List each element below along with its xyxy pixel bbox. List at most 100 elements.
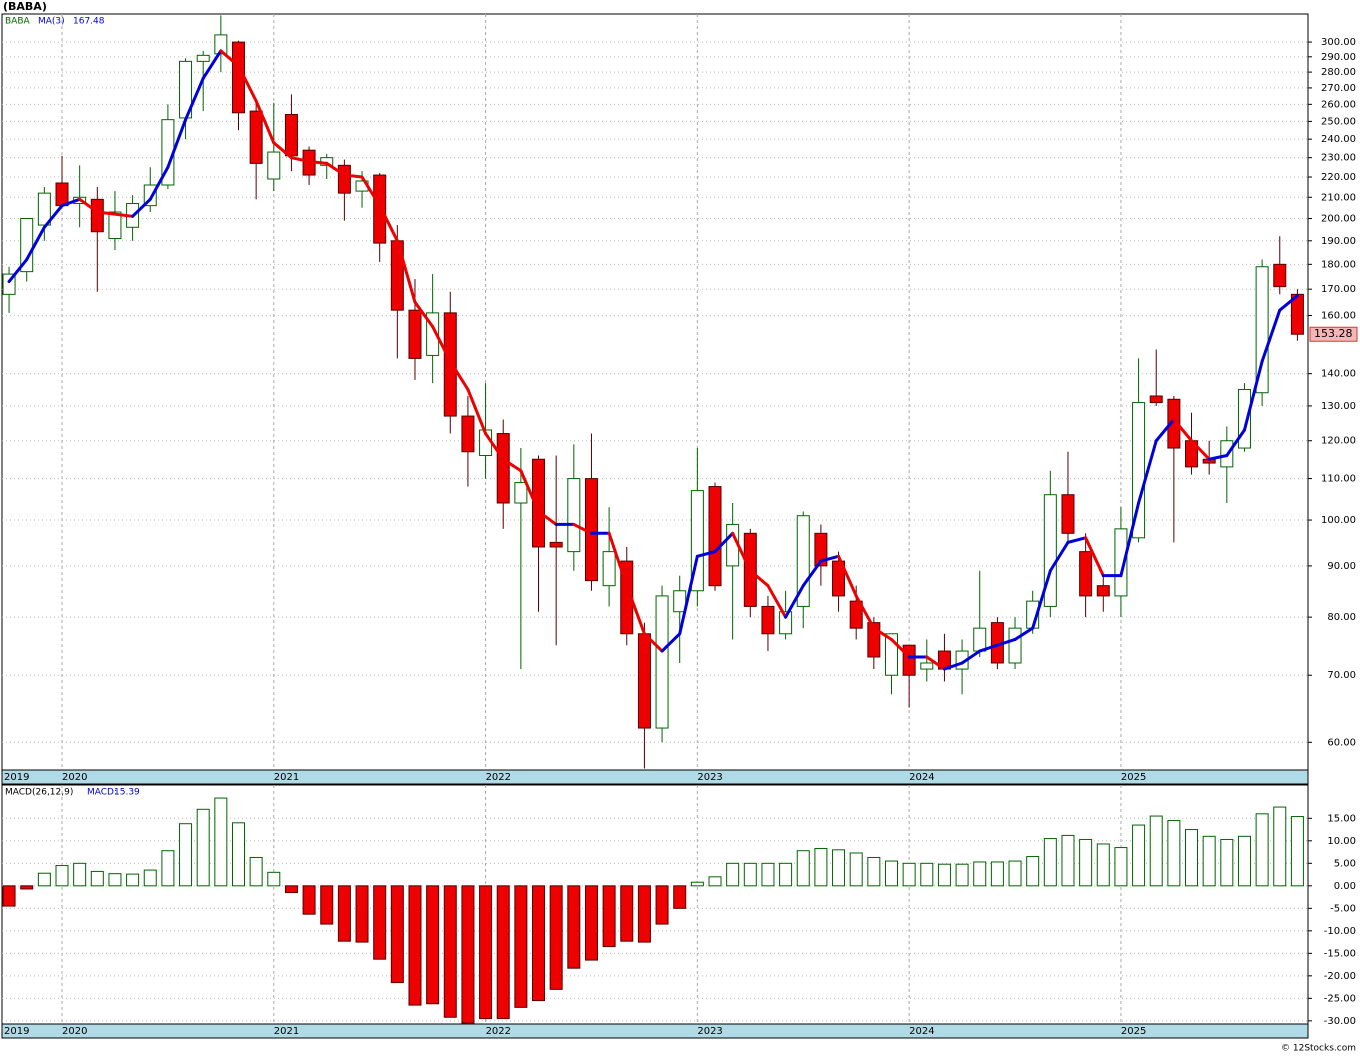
ma-line — [113, 212, 135, 218]
y-tick-label: 70.00 — [1327, 670, 1356, 681]
macd-bar — [37, 872, 51, 887]
macd-bar — [990, 861, 1004, 887]
ma-line — [1154, 418, 1176, 443]
candle-body — [814, 532, 828, 567]
price-panel — [1, 13, 1309, 771]
ma-line — [642, 632, 664, 653]
macd-bar — [1237, 835, 1251, 887]
ma-line — [801, 559, 823, 588]
macd-bar — [461, 885, 475, 1024]
x-tick-label: 2025 — [1121, 1026, 1146, 1037]
candle-body — [602, 551, 616, 587]
ma-line — [660, 632, 682, 653]
candle-body — [673, 590, 687, 613]
y-tick-label: 80.00 — [1327, 612, 1356, 623]
macd-bar — [55, 865, 69, 887]
candle-body — [90, 198, 104, 233]
y-tick-label: -20.00 — [1324, 971, 1356, 982]
macd-bar — [408, 885, 422, 1006]
candle-body — [337, 164, 351, 194]
candle-body — [1096, 585, 1110, 597]
macd-bar — [496, 885, 510, 1020]
macd-bar — [355, 885, 369, 943]
ma-line — [995, 637, 1017, 647]
ma-line — [1013, 626, 1035, 641]
x-tick-label: 2022 — [486, 1026, 511, 1037]
x-tick-label: 2021 — [274, 1026, 299, 1037]
y-tick-label: 230.00 — [1321, 153, 1356, 164]
macd-bar — [1079, 838, 1093, 887]
macd-bar — [884, 860, 898, 887]
chart-title: (BABA) — [3, 0, 47, 13]
macd-plot — [2, 785, 1308, 1024]
macd-bar — [1167, 820, 1181, 887]
macd-bar — [655, 885, 669, 925]
macd-bar — [390, 885, 404, 984]
ma-line — [307, 159, 329, 165]
y-tick-label: 180.00 — [1321, 259, 1356, 270]
candle-body — [532, 458, 546, 548]
y-tick-label: 140.00 — [1321, 369, 1356, 380]
macd-bar — [814, 847, 828, 887]
x-tick-label: 2020 — [62, 772, 87, 783]
y-tick-label: 170.00 — [1321, 284, 1356, 295]
macd-bar — [196, 808, 210, 887]
price-tag-label: 153.28 — [1314, 327, 1353, 340]
macd-bar — [73, 862, 87, 887]
y-tick-label: 280.00 — [1321, 67, 1356, 78]
ma-line — [854, 594, 876, 630]
y-tick-label: 120.00 — [1321, 436, 1356, 447]
ma-line — [572, 522, 593, 535]
macd-bar — [1026, 856, 1040, 887]
ma-line — [625, 584, 646, 636]
y-tick-label: 10.00 — [1327, 836, 1356, 847]
macd-bar — [126, 873, 140, 887]
x-tick-label: 2022 — [486, 772, 511, 783]
macd-bar — [2, 885, 16, 907]
ma-line — [1225, 428, 1246, 457]
macd-bar — [973, 861, 987, 887]
date-bar — [1, 769, 1309, 785]
ma-line — [431, 325, 452, 363]
ma-line — [289, 156, 311, 163]
ma-line — [695, 550, 717, 558]
macd-bar — [1220, 838, 1234, 887]
macd-bar — [849, 852, 863, 887]
ma-line — [501, 457, 523, 473]
y-tick-label: -10.00 — [1324, 926, 1356, 937]
candle-body — [1149, 395, 1163, 404]
macd-bar — [179, 823, 193, 887]
ma-line — [95, 210, 117, 216]
y-tick-label: 130.00 — [1321, 401, 1356, 412]
candle-body — [108, 211, 122, 240]
ma-line — [1137, 439, 1158, 505]
x-tick-label: 2024 — [909, 1026, 934, 1037]
macd-bar — [1061, 834, 1075, 887]
y-tick-label: -30.00 — [1324, 1016, 1356, 1027]
ma-line — [942, 661, 964, 671]
candle-body — [761, 605, 775, 635]
macd-bar — [937, 863, 951, 887]
x-tick-label: 2019 — [4, 772, 29, 783]
y-tick-label: -25.00 — [1324, 993, 1356, 1004]
macd-bar — [479, 885, 493, 1020]
ma-line — [713, 531, 735, 554]
ma-line — [201, 49, 223, 80]
candle-body — [1132, 402, 1146, 539]
ma-line — [607, 531, 629, 588]
candle-body — [20, 217, 34, 273]
macd-prefix: MACD: — [87, 788, 117, 798]
macd-bar — [426, 885, 440, 1005]
ma-line — [1207, 453, 1229, 461]
footer: © 12Stocks.com — [1281, 1044, 1356, 1054]
macd-bar — [708, 876, 722, 887]
macd-bar — [567, 885, 581, 969]
candle-body — [567, 478, 581, 553]
ma-line — [960, 649, 982, 665]
y-tick-label: 90.00 — [1327, 561, 1356, 572]
macd-bar — [302, 885, 316, 915]
ma-line — [184, 76, 205, 122]
macd-bar — [90, 870, 104, 887]
y-tick-label: 200.00 — [1321, 213, 1356, 224]
macd-bar — [1132, 824, 1146, 887]
